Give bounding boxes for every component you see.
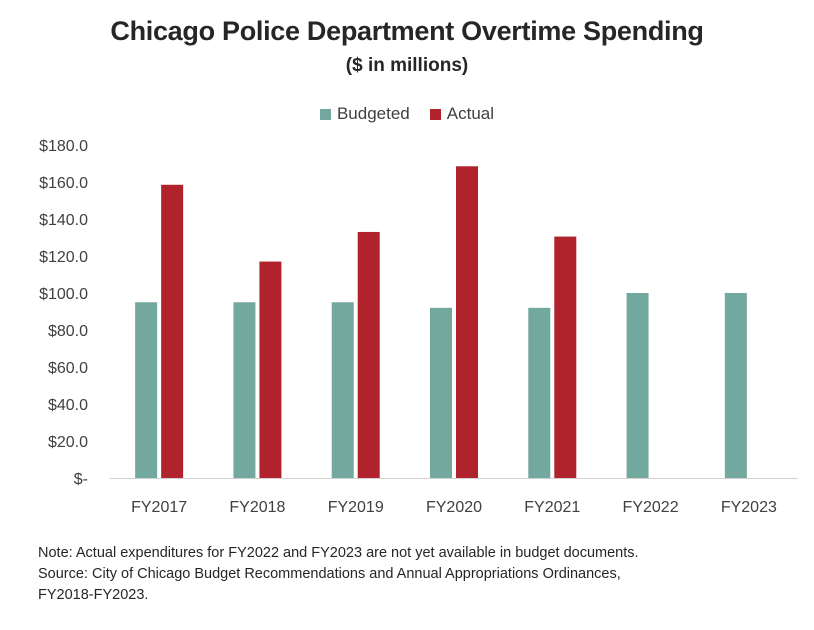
x-tick-label: FY2019 [328, 499, 384, 516]
legend-item-actual: Actual [429, 104, 495, 124]
x-tick-label: FY2021 [524, 499, 580, 516]
bar-chart: $- $20.0 $40.0 $60.0 $80.0 $100.0 $120.0 $140.0… [39, 138, 798, 516]
bar-actual [357, 231, 380, 478]
bar-budgeted [233, 302, 256, 478]
chart-title: Chicago Police Department Overtime Spend… [110, 16, 704, 46]
y-tick-label: $100.0 [39, 286, 88, 303]
y-tick-label: $40.0 [48, 397, 88, 414]
source-line: Source: City of Chicago Budget Recommend… [38, 566, 621, 582]
chart-subtitle: ($ in millions) [345, 55, 469, 76]
x-tick-label: FY2020 [426, 499, 482, 516]
legend-swatch-budgeted [319, 108, 331, 120]
note-line: Note: Actual expenditures for FY2022 and… [38, 545, 639, 561]
bar-actual [259, 261, 282, 478]
y-tick-label: $20.0 [48, 434, 88, 451]
legend-label-budgeted: Budgeted [336, 104, 410, 123]
x-tick-label: FY2023 [721, 499, 777, 516]
chart-legend: Budgeted Actual [0, 104, 814, 124]
bar-budgeted [135, 302, 158, 478]
bar-actual [554, 236, 577, 478]
bar-actual [456, 166, 478, 478]
bar-budgeted [528, 307, 551, 478]
y-tick-label: $60.0 [48, 360, 88, 377]
source-line-continued: FY2018-FY2023. [38, 587, 149, 603]
bar-budgeted [626, 293, 649, 478]
y-tick-label: $180.0 [39, 138, 88, 155]
bar-actual [161, 184, 184, 478]
legend-label-actual: Actual [446, 104, 495, 123]
y-tick-label: $80.0 [48, 323, 88, 340]
bar-budgeted [331, 302, 354, 478]
x-tick-label: FY2022 [623, 499, 679, 516]
legend-item-budgeted: Budgeted [319, 104, 410, 124]
y-tick-label: $160.0 [39, 175, 88, 192]
bar-budgeted [724, 293, 747, 478]
y-tick-label: $140.0 [39, 212, 88, 229]
x-tick-label: FY2018 [229, 499, 285, 516]
chart-note: Note: Actual expenditures for FY2022 and… [38, 543, 798, 606]
legend-swatch-actual [429, 108, 441, 120]
bar-budgeted [430, 307, 452, 478]
y-tick-label: $120.0 [39, 249, 88, 266]
x-tick-label: FY2017 [131, 499, 187, 516]
y-tick-label: $- [74, 471, 88, 488]
